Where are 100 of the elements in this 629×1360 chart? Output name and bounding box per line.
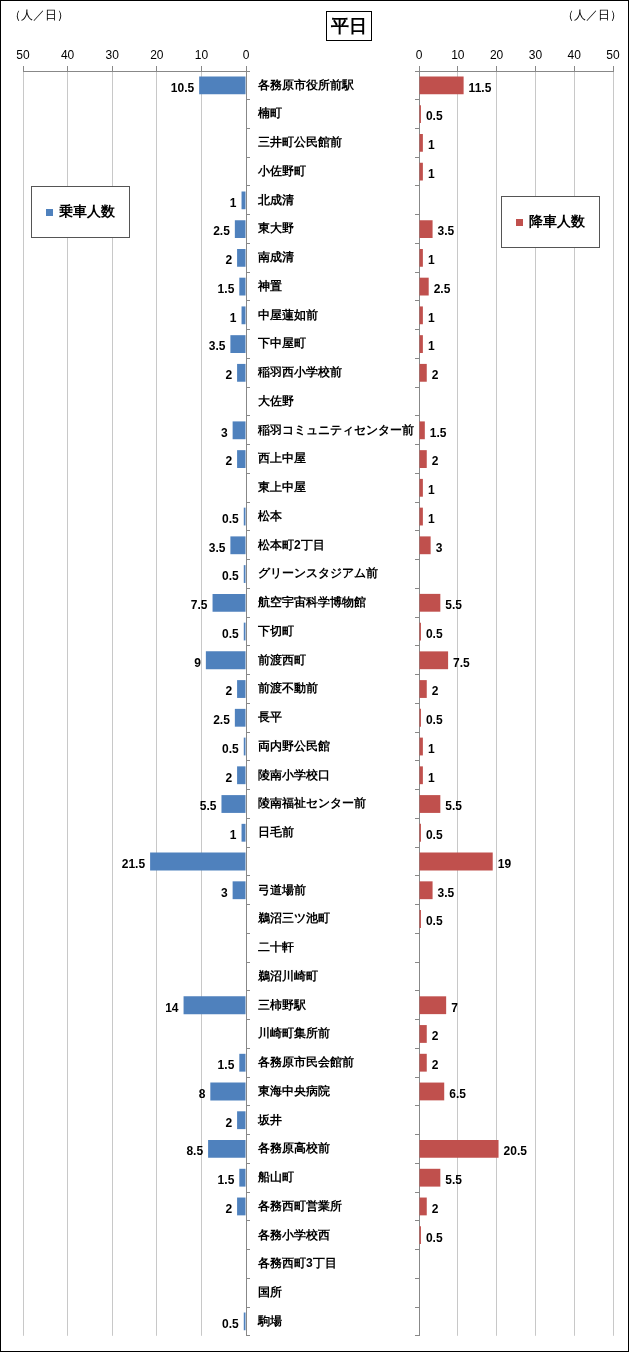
- data-label: 2: [225, 368, 233, 383]
- y-tick-label: 川崎町集所前: [257, 1026, 330, 1041]
- x-tick-label: 10: [194, 48, 209, 63]
- bar: [150, 852, 246, 871]
- bar: [419, 1082, 445, 1101]
- y-tick-label: 二十軒: [258, 940, 294, 955]
- y-tick-label: 東海中央病院: [257, 1083, 330, 1098]
- y-tick-label: 鵜沼川崎町: [257, 968, 318, 983]
- y-tick-label: 大佐野: [258, 393, 294, 408]
- data-label: 1: [229, 310, 237, 325]
- bar: [210, 1082, 246, 1101]
- data-label: 1: [427, 511, 435, 526]
- y-tick-label: 西上中屋: [257, 451, 306, 466]
- y-tick-label: 北成清: [257, 192, 294, 207]
- bar: [419, 680, 427, 698]
- y-tick-label: 三柿野駅: [258, 997, 307, 1012]
- data-label: 7: [451, 1000, 459, 1015]
- bar: [419, 133, 423, 152]
- bar: [419, 421, 425, 440]
- bar: [199, 76, 246, 95]
- bar: [419, 651, 449, 670]
- y-tick-label: 松本町2丁目: [257, 537, 325, 552]
- bar: [419, 1053, 427, 1072]
- bar: [205, 651, 246, 670]
- y-tick-label: 国所: [258, 1284, 282, 1299]
- data-label: 3.5: [208, 540, 226, 555]
- data-label: 11.5: [468, 80, 492, 95]
- legend-label: 乗車人数: [59, 203, 115, 221]
- data-label: 2: [431, 1058, 439, 1073]
- y-tick-label: 松本: [257, 508, 283, 523]
- y-tick-label: 鵜沼三ツ池町: [257, 911, 330, 926]
- bar: [419, 1025, 427, 1043]
- data-label: 0.5: [222, 741, 240, 756]
- data-label: 2: [225, 1201, 233, 1216]
- data-label: 1: [427, 253, 435, 268]
- y-tick-label: 駒場: [257, 1313, 282, 1328]
- bar: [230, 335, 246, 353]
- x-tick-label: 40: [567, 48, 582, 63]
- bar: [239, 277, 246, 296]
- bar: [237, 1111, 246, 1130]
- bar: [241, 191, 246, 210]
- bar: [212, 593, 246, 612]
- data-label: 2: [431, 368, 439, 383]
- text: 平日: [326, 11, 372, 41]
- data-label: 2: [431, 684, 439, 699]
- bar: [419, 536, 431, 555]
- y-tick-label: 三井町公民館前: [258, 135, 342, 150]
- bar: [419, 248, 423, 267]
- y-tick-label: 長平: [257, 710, 282, 725]
- y-tick-label: 日毛前: [258, 825, 294, 840]
- x-tick-label: 10: [451, 48, 465, 63]
- y-tick-label: 南成清: [257, 250, 294, 265]
- y-tick-label: 小佐野町: [257, 163, 306, 178]
- bar: [239, 1053, 246, 1072]
- y-tick-label: グリーンスタジアム前: [258, 566, 378, 581]
- data-label: 2: [225, 684, 233, 699]
- data-label: 7.5: [190, 598, 208, 613]
- data-label: 19: [497, 856, 512, 871]
- data-label: 3.5: [437, 224, 455, 239]
- y-tick-label: 各務原高校前: [257, 1141, 330, 1156]
- data-label: 20.5: [503, 1144, 528, 1159]
- bar: [237, 680, 246, 698]
- y-tick-label: 各務西町3丁目: [257, 1256, 337, 1271]
- data-label: 1: [427, 339, 435, 354]
- data-label: 7.5: [453, 655, 471, 670]
- bar: [419, 593, 441, 612]
- data-label: 0.5: [425, 1230, 443, 1245]
- y-tick-label: 各務原市役所前駅: [257, 77, 355, 92]
- bar: [232, 421, 246, 440]
- data-label: 2: [225, 454, 233, 469]
- data-label: 21.5: [121, 856, 146, 871]
- data-label: 1: [229, 195, 237, 210]
- y-tick-label: 稲羽西小学校前: [257, 365, 342, 380]
- y-tick-label: 弓道場前: [258, 882, 306, 897]
- data-label: 0.5: [425, 914, 443, 929]
- y-tick-label: 神置: [257, 278, 282, 293]
- data-label: 5.5: [445, 799, 463, 814]
- data-label: 3: [435, 540, 443, 555]
- x-axis-title: （人／日）: [9, 7, 69, 24]
- bar: [237, 766, 246, 785]
- bar: [237, 248, 246, 267]
- y-tick-label: 陵南福祉センター前: [258, 796, 366, 811]
- data-label: 0.5: [222, 511, 240, 526]
- data-label: 2: [431, 1029, 439, 1044]
- data-label: 1.5: [217, 281, 235, 296]
- data-label: 5.5: [445, 1173, 463, 1188]
- data-label: 2.5: [433, 281, 451, 296]
- data-label: 3.5: [437, 885, 455, 900]
- bar: [241, 823, 246, 842]
- x-tick-label: 0: [415, 48, 423, 63]
- bar: [237, 1197, 246, 1216]
- data-label: 2: [431, 1201, 439, 1216]
- data-label: 0.5: [425, 713, 443, 728]
- bar: [234, 708, 246, 727]
- data-label: 1: [427, 138, 435, 153]
- y-tick-label: 下中屋町: [257, 336, 306, 351]
- data-label: 1.5: [429, 425, 447, 440]
- bar: [419, 795, 441, 813]
- bar: [221, 795, 246, 813]
- data-label: 5.5: [199, 799, 217, 814]
